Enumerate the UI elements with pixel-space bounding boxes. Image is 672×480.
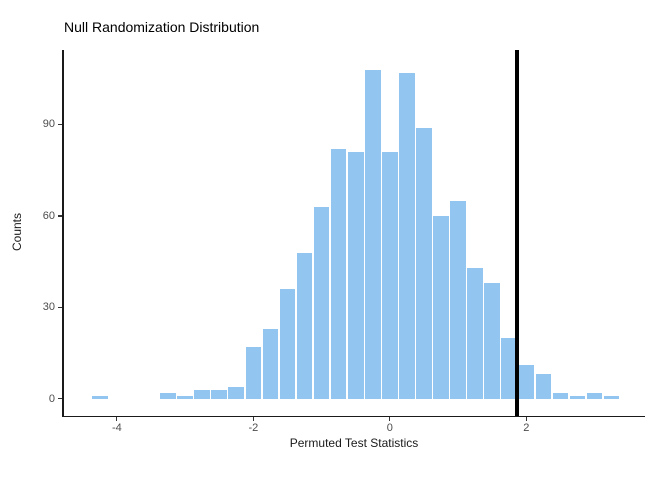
histogram-bar	[433, 215, 449, 399]
histogram-bar	[501, 337, 518, 399]
x-axis-title: Permuted Test Statistics	[289, 436, 419, 450]
y-tick-label: 30	[42, 301, 55, 314]
histogram-bar	[416, 127, 432, 399]
y-tick-mark	[57, 306, 63, 308]
histogram-bar	[586, 392, 603, 399]
histogram-bar	[518, 365, 535, 399]
histogram-bar	[330, 148, 347, 399]
histogram-bar	[296, 252, 313, 399]
histogram-bar	[262, 328, 279, 399]
histogram-bar	[552, 392, 569, 399]
histogram-bar	[211, 389, 228, 399]
histogram-bar	[279, 289, 296, 399]
y-axis-title: Counts	[10, 212, 24, 252]
y-tick-mark	[57, 398, 63, 400]
histogram-bar	[228, 386, 245, 399]
histogram-bar	[450, 200, 466, 399]
y-tick-mark	[57, 215, 63, 217]
histogram-bar	[569, 395, 586, 399]
histogram-bar	[92, 395, 108, 399]
histogram-bar	[535, 374, 552, 399]
y-tick-label: 60	[42, 209, 55, 222]
x-tick-mark	[252, 416, 254, 421]
histogram-bar	[245, 346, 262, 399]
histogram-bar	[364, 69, 381, 399]
x-tick-label: 0	[386, 422, 393, 434]
histogram-bar	[177, 395, 193, 399]
histogram-bar	[160, 392, 176, 399]
histogram-bar	[313, 206, 330, 399]
x-tick-mark	[389, 416, 391, 421]
x-tick-label: -2	[248, 422, 259, 434]
y-tick-label: 0	[48, 392, 55, 405]
observed-statistic-line	[514, 50, 519, 416]
histogram-bar	[484, 283, 500, 399]
y-tick-label: 90	[42, 118, 55, 131]
y-tick-mark	[57, 124, 63, 126]
histogram-bar	[603, 395, 620, 399]
histogram-bar	[467, 267, 483, 399]
histogram-bar	[399, 72, 415, 399]
histogram-bar	[347, 152, 364, 399]
x-tick-label: -4	[112, 422, 122, 434]
histogram-bar	[194, 389, 211, 399]
x-tick-label: 2	[523, 422, 530, 434]
y-axis-line	[62, 50, 64, 417]
chart-title: Null Randomization Distribution	[64, 19, 260, 35]
histogram-bar	[381, 152, 398, 399]
x-tick-mark	[116, 416, 118, 421]
x-tick-mark	[525, 416, 527, 421]
x-axis-line	[62, 415, 645, 417]
